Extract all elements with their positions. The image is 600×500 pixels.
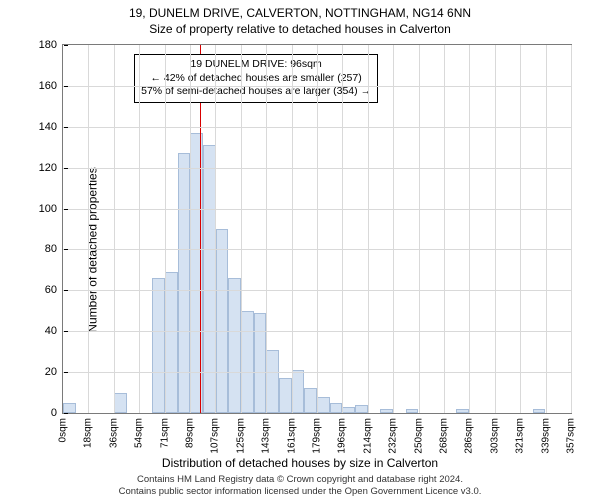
y-tick: 160 [39, 80, 63, 92]
x-tick: 286sqm [464, 418, 475, 454]
footer-line-1: Contains HM Land Registry data © Crown c… [0, 474, 600, 486]
gridline-v [419, 45, 420, 413]
x-tick: 125sqm [235, 418, 246, 454]
histogram-bar [241, 311, 254, 413]
x-tick: 107sqm [210, 418, 221, 454]
x-tick: 36sqm [108, 418, 119, 448]
histogram-bar [254, 313, 267, 413]
gridline-v [88, 45, 89, 413]
y-tick: 120 [39, 162, 63, 174]
x-tick: 214sqm [362, 418, 373, 454]
histogram-bar [292, 370, 305, 413]
gridline-v [546, 45, 547, 413]
y-tick: 180 [39, 39, 63, 51]
gridline-v [368, 45, 369, 413]
histogram-bar [317, 397, 330, 413]
gridline-v [241, 45, 242, 413]
gridline-v [342, 45, 343, 413]
y-tick: 40 [45, 325, 63, 337]
histogram-bar [304, 388, 317, 413]
histogram-bar [165, 272, 178, 413]
x-tick: 71sqm [159, 418, 170, 448]
histogram-bar [190, 133, 203, 413]
y-tick: 140 [39, 121, 63, 133]
histogram-bar [216, 229, 229, 413]
gridline-v [114, 45, 115, 413]
y-tick: 100 [39, 203, 63, 215]
gridline-v [190, 45, 191, 413]
histogram-bar [355, 405, 368, 413]
x-tick: 321sqm [515, 418, 526, 454]
gridline-v [469, 45, 470, 413]
x-tick: 0sqm [58, 418, 69, 442]
x-tick: 250sqm [413, 418, 424, 454]
x-tick: 268sqm [439, 418, 450, 454]
histogram-bar [342, 407, 355, 413]
gridline-v [495, 45, 496, 413]
title-line-2: Size of property relative to detached ho… [0, 22, 600, 36]
annot-line-1: 19 DUNELM DRIVE: 96sqm [141, 58, 371, 72]
footer-line-2: Contains public sector information licen… [0, 486, 600, 498]
histogram-bar [114, 393, 127, 413]
gridline-v [266, 45, 267, 413]
histogram-bar [228, 278, 241, 413]
gridline-v [571, 45, 572, 413]
gridline-v [292, 45, 293, 413]
x-tick: 196sqm [337, 418, 348, 454]
gridline-v [139, 45, 140, 413]
x-tick: 18sqm [83, 418, 94, 448]
histogram-bar [330, 403, 343, 413]
x-tick: 303sqm [489, 418, 500, 454]
plot-area: 19 DUNELM DRIVE: 96sqm ← 42% of detached… [62, 44, 572, 414]
footer: Contains HM Land Registry data © Crown c… [0, 474, 600, 498]
gridline-v [393, 45, 394, 413]
histogram-bar [406, 409, 419, 413]
histogram-bar [533, 409, 546, 413]
chart-container: 19, DUNELM DRIVE, CALVERTON, NOTTINGHAM,… [0, 0, 600, 500]
title-line-1: 19, DUNELM DRIVE, CALVERTON, NOTTINGHAM,… [0, 6, 600, 20]
y-tick: 80 [45, 243, 63, 255]
x-tick: 161sqm [286, 418, 297, 454]
x-tick: 357sqm [566, 418, 577, 454]
titles: 19, DUNELM DRIVE, CALVERTON, NOTTINGHAM,… [0, 0, 600, 36]
x-tick: 89sqm [185, 418, 196, 448]
gridline-v [215, 45, 216, 413]
histogram-bar [152, 278, 165, 413]
annot-line-3: 57% of semi-detached houses are larger (… [141, 85, 371, 99]
histogram-bar [266, 350, 279, 413]
histogram-bar [456, 409, 469, 413]
histogram-bar [380, 409, 393, 413]
histogram-bar [63, 403, 76, 413]
gridline-v [520, 45, 521, 413]
histogram-bar [178, 153, 191, 413]
gridline-v [165, 45, 166, 413]
x-tick: 232sqm [388, 418, 399, 454]
x-tick: 179sqm [312, 418, 323, 454]
x-axis-label: Distribution of detached houses by size … [0, 456, 600, 470]
x-tick: 54sqm [134, 418, 145, 448]
gridline-v [444, 45, 445, 413]
annot-line-2: ← 42% of detached houses are smaller (25… [141, 72, 371, 86]
x-tick: 143sqm [261, 418, 272, 454]
x-tick: 339sqm [540, 418, 551, 454]
histogram-bar [279, 378, 292, 413]
y-tick: 20 [45, 366, 63, 378]
gridline-v [317, 45, 318, 413]
y-tick: 60 [45, 284, 63, 296]
